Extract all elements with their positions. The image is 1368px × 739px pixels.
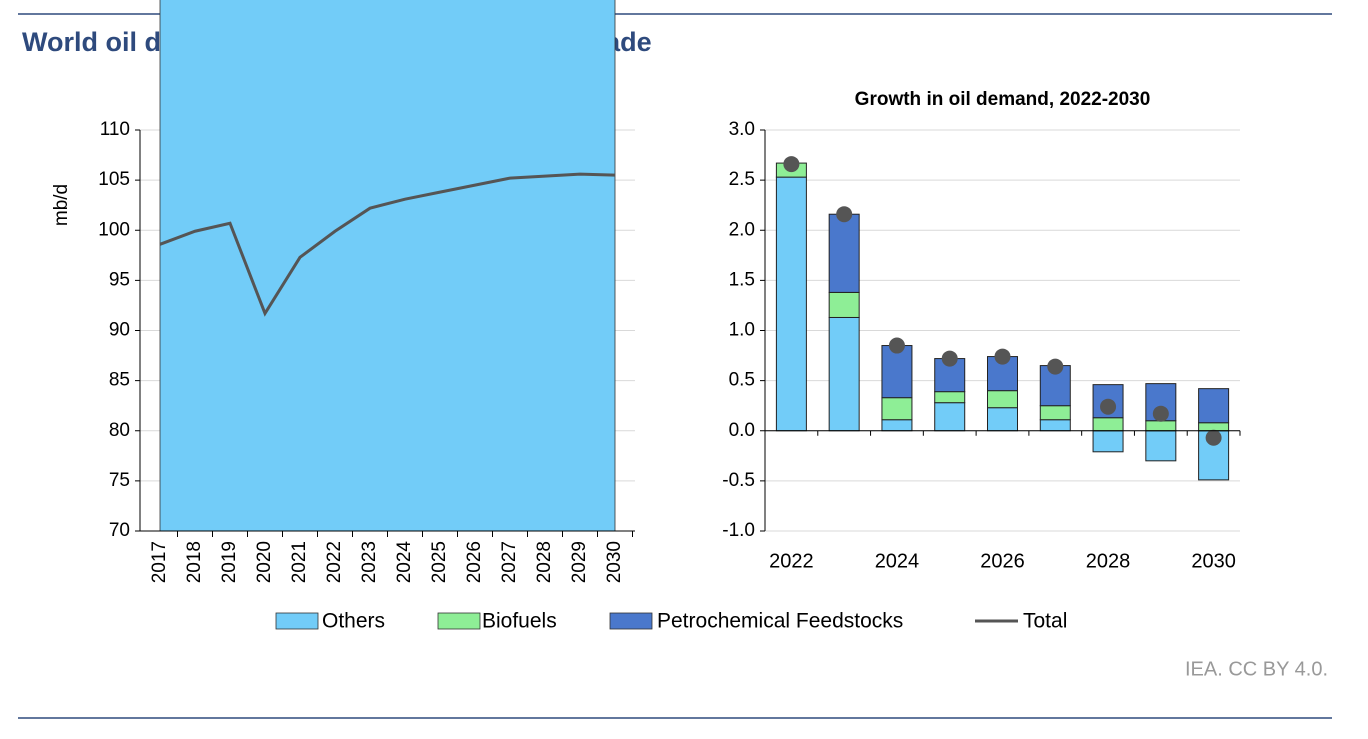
total-dot — [836, 206, 853, 223]
x-tick-label: 2029 — [569, 541, 590, 583]
y-tick-label: 80 — [109, 420, 130, 441]
y-tick-label: 0.0 — [729, 420, 755, 441]
total-dot — [1205, 429, 1222, 446]
legend-label: Total — [1023, 610, 1067, 633]
total-dot — [888, 337, 905, 354]
bar — [1092, 430, 1124, 453]
x-tick-label: 2019 — [219, 541, 240, 583]
x-tick-label: 2023 — [359, 541, 380, 583]
legend-label: Petrochemical Feedstocks — [657, 610, 903, 633]
y-tick-label: 3.0 — [729, 119, 755, 140]
y-tick-label: 0.5 — [729, 370, 755, 391]
bar — [1092, 417, 1124, 432]
x-tick-label: 2024 — [875, 550, 920, 572]
x-tick-label: 2017 — [149, 541, 170, 583]
bar — [1039, 419, 1071, 432]
y-tick-label: 70 — [109, 520, 130, 541]
bar — [1198, 388, 1230, 424]
y-tick-label: 2.5 — [729, 169, 755, 190]
bar — [828, 316, 860, 432]
bar — [881, 419, 913, 432]
chart-title: Growth in oil demand, 2022-2030 — [855, 89, 1151, 110]
x-tick-label: 2018 — [184, 541, 205, 583]
bar — [1039, 405, 1071, 421]
x-tick-label: 2020 — [254, 541, 275, 583]
x-tick-label: 2030 — [604, 541, 625, 583]
x-tick-label: 2027 — [499, 541, 520, 583]
total-dot — [1047, 358, 1064, 375]
x-tick-label: 2028 — [534, 541, 555, 583]
total-dot — [1100, 398, 1117, 415]
bar — [987, 390, 1018, 409]
bar — [828, 213, 860, 293]
bar — [1198, 422, 1230, 432]
total-line — [159, 172, 616, 317]
bar — [934, 402, 966, 432]
bar — [775, 176, 807, 432]
bar — [828, 291, 860, 318]
y-tick-label: 75 — [109, 470, 130, 491]
total-dot — [941, 350, 958, 367]
total-dot — [783, 156, 800, 173]
y-tick-label: 110 — [100, 119, 130, 140]
y-tick-label: -0.5 — [722, 470, 755, 491]
bar — [1145, 430, 1177, 462]
x-tick-label: 2022 — [324, 541, 345, 583]
x-tick-label: 2028 — [1086, 550, 1131, 572]
x-tick-label: 2026 — [464, 541, 485, 583]
y-tick-label: 105 — [98, 169, 130, 190]
y-tick-label: 90 — [109, 320, 130, 341]
source: IEA. CC BY 4.0. — [1185, 658, 1328, 680]
y-tick-label: 95 — [109, 269, 130, 290]
legend-swatch — [609, 612, 653, 630]
total-dot — [1152, 405, 1169, 422]
y-tick-label: 1.0 — [729, 320, 755, 341]
bar — [934, 391, 966, 404]
legend-label: Biofuels — [482, 610, 557, 633]
legend-label: Others — [322, 610, 385, 633]
total-dot — [994, 348, 1011, 365]
legend-swatch — [437, 612, 481, 630]
x-tick-label: 2026 — [980, 550, 1025, 572]
x-tick-label: 2021 — [289, 541, 310, 583]
y-tick-label: -1.0 — [722, 520, 755, 541]
y-tick-label: 85 — [109, 370, 130, 391]
bar — [1145, 420, 1177, 432]
bar — [881, 397, 913, 421]
legend-swatch — [275, 612, 319, 630]
y-tick-label: 100 — [98, 219, 130, 240]
area — [159, 0, 616, 532]
y-tick-label: 1.5 — [729, 269, 755, 290]
bar — [987, 407, 1018, 432]
y-axis-label: mb/d — [51, 184, 72, 226]
bar — [881, 345, 913, 399]
x-tick-label: 2030 — [1191, 550, 1236, 572]
y-tick-label: 2.0 — [729, 219, 755, 240]
x-tick-label: 2025 — [429, 541, 450, 583]
x-tick-label: 2024 — [394, 541, 415, 584]
x-tick-label: 2022 — [769, 550, 814, 572]
